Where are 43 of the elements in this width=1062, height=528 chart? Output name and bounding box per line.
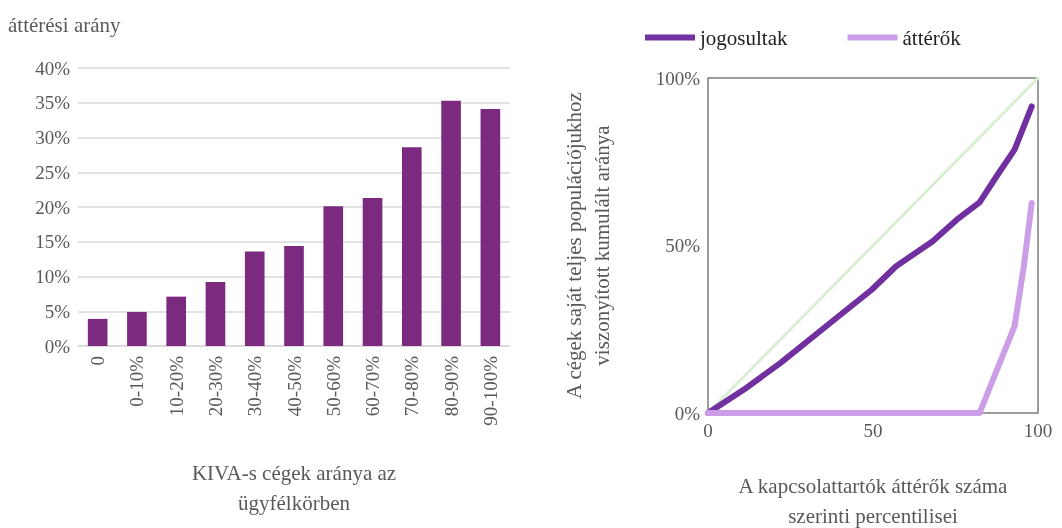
- bar: [127, 311, 147, 346]
- y-axis-title: A cégek saját teljes populációjukhoz viszonyított kumulált aránya: [562, 92, 614, 399]
- x-tick-label: 0-10%: [126, 355, 148, 407]
- y-tick-label: 35%: [35, 92, 71, 114]
- x-tick-label: 70-80%: [401, 355, 423, 417]
- x-tick-label: 60-70%: [362, 355, 384, 417]
- bar: [362, 197, 383, 346]
- y-tick-label: 25%: [35, 161, 71, 183]
- bar: [402, 147, 422, 346]
- x-tick-label: 10-20%: [165, 355, 187, 417]
- y-tick-label: 0%: [674, 402, 701, 424]
- bar: [87, 318, 108, 346]
- legend-label: áttérők: [902, 25, 962, 50]
- bar: [480, 109, 501, 346]
- x-tick-label: 80-90%: [440, 355, 462, 417]
- bar: [166, 296, 186, 346]
- y-axis-title: áttérési arány: [8, 12, 122, 37]
- y-tick-label: 0%: [44, 335, 71, 357]
- bar: [441, 100, 461, 346]
- bar: [284, 245, 304, 346]
- x-axis-title: A kapcsolattartók áttérők száma szerinti percentilisei: [738, 474, 1009, 528]
- y-tick-label: 15%: [35, 231, 71, 253]
- y-tick-label: 30%: [35, 127, 71, 148]
- x-tick-label: 50: [863, 420, 883, 441]
- x-axis-title: KIVA-s cégek aránya az ügyfélkörben: [191, 461, 397, 515]
- y-tick-label: 5%: [44, 300, 71, 322]
- y-tick-label: 10%: [35, 266, 71, 287]
- bar: [244, 251, 265, 346]
- x-tick-label: 20-30%: [204, 355, 226, 417]
- x-tick-label: 100: [1023, 420, 1053, 441]
- x-tick-label: 0: [703, 420, 713, 441]
- x-tick-label: 0: [87, 356, 109, 366]
- x-tick-label: 50-60%: [322, 355, 344, 417]
- bar: [323, 206, 344, 346]
- x-tick-label: 30-40%: [244, 355, 266, 417]
- y-tick-label: 20%: [35, 196, 71, 218]
- y-tick-label: 40%: [35, 57, 71, 79]
- y-tick-label: 100%: [655, 67, 701, 89]
- legend-label: jogosultak: [699, 25, 788, 50]
- x-tick-label: 40-50%: [283, 355, 305, 417]
- bar: [205, 282, 226, 346]
- x-tick-label: 90-100%: [479, 355, 501, 426]
- y-tick-label: 50%: [665, 235, 701, 256]
